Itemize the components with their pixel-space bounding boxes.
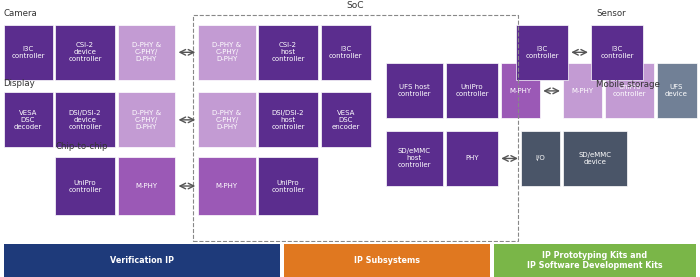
FancyBboxPatch shape	[55, 92, 115, 147]
FancyBboxPatch shape	[494, 245, 696, 277]
Text: D-PHY &
C-PHY/
D-PHY: D-PHY & C-PHY/ D-PHY	[132, 110, 161, 130]
Text: D-PHY &
C-PHY/
D-PHY: D-PHY & C-PHY/ D-PHY	[212, 110, 241, 130]
FancyBboxPatch shape	[118, 25, 175, 80]
Text: I3C
controller: I3C controller	[601, 46, 634, 59]
FancyBboxPatch shape	[55, 25, 115, 80]
Text: DSI/DSI-2
device
controller: DSI/DSI-2 device controller	[69, 110, 102, 130]
Text: I/O: I/O	[536, 155, 545, 161]
FancyBboxPatch shape	[657, 63, 696, 119]
Text: PHY: PHY	[466, 155, 479, 161]
FancyBboxPatch shape	[198, 157, 256, 215]
Text: IP Prototyping Kits and
IP Software Development Kits: IP Prototyping Kits and IP Software Deve…	[527, 251, 663, 270]
Text: I3C
controller: I3C controller	[526, 46, 559, 59]
Text: Chip-to-chip: Chip-to-chip	[55, 142, 108, 151]
FancyBboxPatch shape	[55, 157, 115, 215]
Text: M-PHY: M-PHY	[216, 183, 238, 189]
Text: UFS
device: UFS device	[665, 84, 688, 98]
Text: M-PHY: M-PHY	[571, 88, 594, 94]
Text: M-PHY: M-PHY	[135, 183, 158, 189]
FancyBboxPatch shape	[521, 131, 560, 186]
FancyBboxPatch shape	[386, 63, 443, 119]
Text: I3C
controller: I3C controller	[11, 46, 45, 59]
FancyBboxPatch shape	[563, 63, 602, 119]
FancyBboxPatch shape	[563, 131, 626, 186]
Text: VESA
DSC
encoder: VESA DSC encoder	[332, 110, 360, 130]
FancyBboxPatch shape	[4, 25, 52, 80]
FancyBboxPatch shape	[321, 25, 371, 80]
Text: SoC: SoC	[347, 1, 365, 10]
FancyBboxPatch shape	[258, 25, 318, 80]
Text: SD/eMMC
host
controller: SD/eMMC host controller	[398, 148, 431, 168]
Text: Sensor: Sensor	[596, 9, 626, 18]
FancyBboxPatch shape	[118, 92, 175, 147]
Text: SD/eMMC
device: SD/eMMC device	[578, 152, 611, 165]
FancyBboxPatch shape	[118, 157, 175, 215]
Text: UniPro
controller: UniPro controller	[69, 179, 102, 193]
FancyBboxPatch shape	[284, 245, 490, 277]
Text: UniPro
controller: UniPro controller	[456, 84, 489, 98]
Text: UniPro
controller: UniPro controller	[612, 84, 646, 98]
Text: D-PHY &
C-PHY/
D-PHY: D-PHY & C-PHY/ D-PHY	[132, 42, 161, 62]
FancyBboxPatch shape	[446, 131, 498, 186]
FancyBboxPatch shape	[4, 245, 280, 277]
FancyBboxPatch shape	[605, 63, 654, 119]
Text: IP Subsystems: IP Subsystems	[354, 256, 420, 265]
FancyBboxPatch shape	[258, 157, 318, 215]
Text: I3C
controller: I3C controller	[329, 46, 363, 59]
Text: D-PHY &
C-PHY/
D-PHY: D-PHY & C-PHY/ D-PHY	[212, 42, 241, 62]
Text: DSI/DSI-2
host
controller: DSI/DSI-2 host controller	[272, 110, 304, 130]
Text: VESA
DSC
decoder: VESA DSC decoder	[14, 110, 42, 130]
Text: Camera: Camera	[4, 9, 37, 18]
Text: Mobile storage: Mobile storage	[596, 80, 660, 89]
Text: UFS host
controller: UFS host controller	[398, 84, 431, 98]
Text: Verification IP: Verification IP	[110, 256, 174, 265]
Text: M-PHY: M-PHY	[510, 88, 532, 94]
FancyBboxPatch shape	[198, 92, 256, 147]
Text: CSI-2
host
controller: CSI-2 host controller	[272, 42, 304, 62]
Text: CSI-2
device
controller: CSI-2 device controller	[69, 42, 102, 62]
FancyBboxPatch shape	[4, 92, 52, 147]
FancyBboxPatch shape	[198, 25, 256, 80]
Text: Display: Display	[4, 79, 35, 88]
FancyBboxPatch shape	[446, 63, 498, 119]
FancyBboxPatch shape	[591, 25, 643, 80]
FancyBboxPatch shape	[516, 25, 568, 80]
FancyBboxPatch shape	[0, 242, 700, 245]
FancyBboxPatch shape	[321, 92, 371, 147]
Text: UniPro
controller: UniPro controller	[272, 179, 304, 193]
FancyBboxPatch shape	[501, 63, 540, 119]
FancyBboxPatch shape	[258, 92, 318, 147]
FancyBboxPatch shape	[386, 131, 443, 186]
